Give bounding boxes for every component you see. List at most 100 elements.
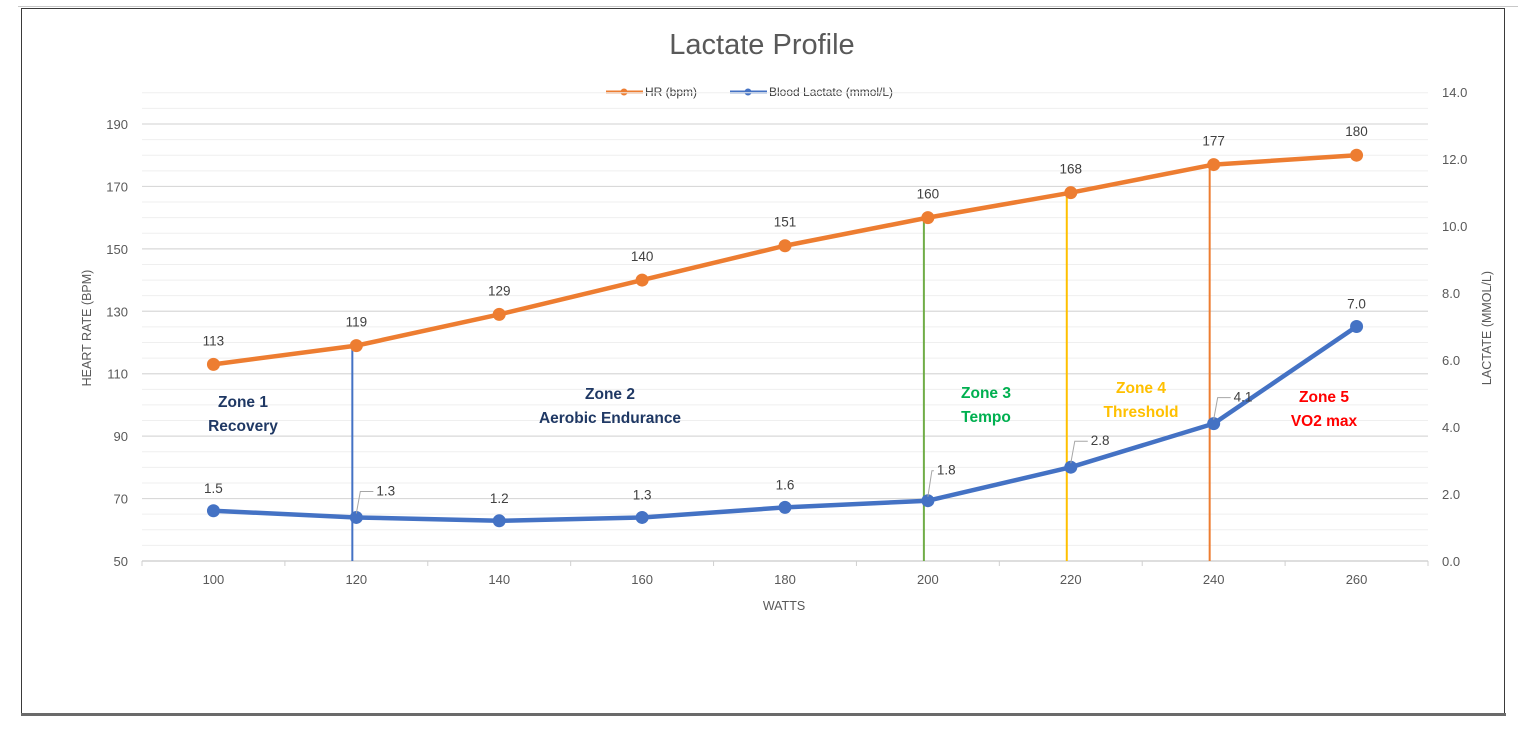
y2-tick-label: 12.0 [1442, 152, 1467, 167]
y-axis-right-title: LACTATE (MMOL/L) [1480, 271, 1494, 385]
data-label-leader-line [927, 470, 934, 497]
y-tick-label: 110 [107, 367, 128, 382]
y-axis-right: 0.0 2.0 4.0 6.0 8.0 10.0 12.0 14.0 [1442, 85, 1467, 569]
y-tick-label: 130 [106, 304, 128, 319]
zone-name: Zone 5 [1299, 389, 1349, 406]
x-tick-label: 160 [631, 572, 653, 587]
hr-data-label: 140 [631, 249, 654, 264]
data-label-leader-line [1070, 440, 1088, 464]
hr-data-label: 177 [1202, 134, 1225, 149]
hr-data-point[interactable] [206, 357, 220, 371]
y-tick-label: 50 [114, 554, 128, 569]
zone-description: Aerobic Endurance [539, 410, 681, 427]
lactate-data-label: 1.3 [633, 487, 652, 502]
hr-data-point[interactable] [1207, 158, 1221, 172]
y-tick-label: 90 [114, 429, 128, 444]
lactate-data-label: 1.6 [776, 477, 795, 492]
y2-tick-label: 6.0 [1442, 353, 1460, 368]
legend: HR (bpm) Blood Lactate (mmol/L) [606, 85, 893, 99]
hr-data-label: 180 [1345, 124, 1368, 139]
legend-lactate-label: Blood Lactate (mmol/L) [769, 85, 893, 99]
y-tick-label: 170 [106, 179, 128, 194]
y-tick-label: 70 [114, 492, 128, 507]
y-axis-left: 50 70 90 110 130 150 170 190 [106, 117, 128, 569]
y2-tick-label: 10.0 [1442, 219, 1467, 234]
hr-data-point[interactable] [492, 307, 506, 321]
lactate-data-label: 7.0 [1347, 297, 1366, 312]
x-tick-label: 260 [1346, 572, 1368, 587]
lactate-data-point[interactable] [1207, 417, 1221, 431]
y-tick-label: 150 [106, 242, 128, 257]
hr-data-point[interactable] [1064, 186, 1078, 200]
legend-item-hr[interactable]: HR (bpm) [606, 85, 697, 99]
y-axis-left-title: HEART RATE (BPM) [80, 270, 94, 387]
hr-data-label: 168 [1060, 162, 1083, 177]
y2-tick-label: 0.0 [1442, 554, 1460, 569]
data-label-leader-line [355, 490, 374, 514]
legend-hr-marker-icon [620, 88, 628, 96]
zone-name: Zone 1 [218, 394, 268, 411]
lactate-data-point[interactable] [349, 510, 363, 524]
zone-4-annotation: Zone 4 Threshold [1104, 380, 1179, 421]
x-tick-label: 120 [345, 572, 367, 587]
chart-frame-shadow [21, 713, 1506, 716]
lactate-data-point[interactable] [1064, 460, 1078, 474]
chart-frame [21, 8, 1505, 714]
zone-2-annotation: Zone 2 Aerobic Endurance [539, 386, 681, 427]
lactate-data-label: 4.1 [1234, 390, 1253, 405]
top-rule [18, 6, 1518, 7]
chart-title: Lactate Profile [669, 29, 854, 61]
zone-3-annotation: Zone 3 Tempo [961, 385, 1011, 426]
x-tick-label: 240 [1203, 572, 1225, 587]
hr-data-point[interactable] [1350, 148, 1364, 162]
x-tick-label: 180 [774, 572, 796, 587]
lactate-data-point[interactable] [492, 514, 506, 528]
x-tick-label: 100 [203, 572, 225, 587]
x-axis: 100 120 140 160 180 200 220 240 260 [141, 560, 1429, 587]
lactate-data-label: 1.2 [490, 491, 509, 506]
data-label-leader-line [1213, 397, 1231, 420]
zone-description: Tempo [961, 409, 1011, 426]
legend-lactate-marker-icon [744, 88, 752, 96]
x-tick-label: 220 [1060, 572, 1082, 587]
x-tick-label: 140 [488, 572, 510, 587]
lactate-data-point[interactable] [778, 500, 792, 514]
hr-data-label: 113 [203, 333, 225, 348]
lactate-data-point[interactable] [206, 504, 220, 518]
legend-hr-label: HR (bpm) [645, 85, 697, 99]
lactate-data-point[interactable] [1350, 320, 1364, 333]
lactate-data-point[interactable] [635, 510, 649, 524]
zone-1-annotation: Zone 1 Recovery [208, 394, 278, 435]
hr-data-point[interactable] [921, 211, 935, 225]
zone-description: VO2 max [1291, 413, 1358, 430]
zone-name: Zone 3 [961, 385, 1011, 402]
zone-description: Threshold [1104, 404, 1179, 421]
zone-name: Zone 4 [1116, 380, 1166, 397]
hr-data-point[interactable] [349, 339, 363, 353]
top-cropped-strip [0, 0, 1536, 8]
series-layer: 113 119 129 140 151 160 168 177 180 1.5 1.3 1.2 1.3 1… [203, 124, 1368, 528]
hr-data-label: 151 [774, 215, 797, 230]
y2-tick-label: 8.0 [1442, 286, 1460, 301]
lactate-data-label: 1.8 [937, 463, 956, 478]
legend-item-lactate[interactable]: Blood Lactate (mmol/L) [730, 85, 893, 99]
lactate-data-label: 2.8 [1091, 433, 1110, 448]
hr-data-point[interactable] [635, 273, 649, 287]
zone-5-annotation: Zone 5 VO2 max [1291, 389, 1358, 430]
hr-data-label: 129 [488, 283, 511, 298]
lactate-data-label: 1.3 [376, 483, 395, 498]
lactate-data-label: 1.5 [204, 481, 223, 496]
zone-name: Zone 2 [585, 386, 635, 403]
x-axis-title: WATTS [763, 599, 805, 613]
gridlines [142, 92, 1428, 562]
zone-description: Recovery [208, 418, 278, 435]
lactate-data-point[interactable] [921, 494, 935, 508]
y2-tick-label: 4.0 [1442, 420, 1460, 435]
y-tick-label: 190 [106, 117, 128, 132]
hr-data-label: 119 [346, 315, 368, 330]
x-tick-label: 200 [917, 572, 939, 587]
hr-data-point[interactable] [778, 239, 792, 253]
y2-tick-label: 14.0 [1442, 85, 1467, 100]
